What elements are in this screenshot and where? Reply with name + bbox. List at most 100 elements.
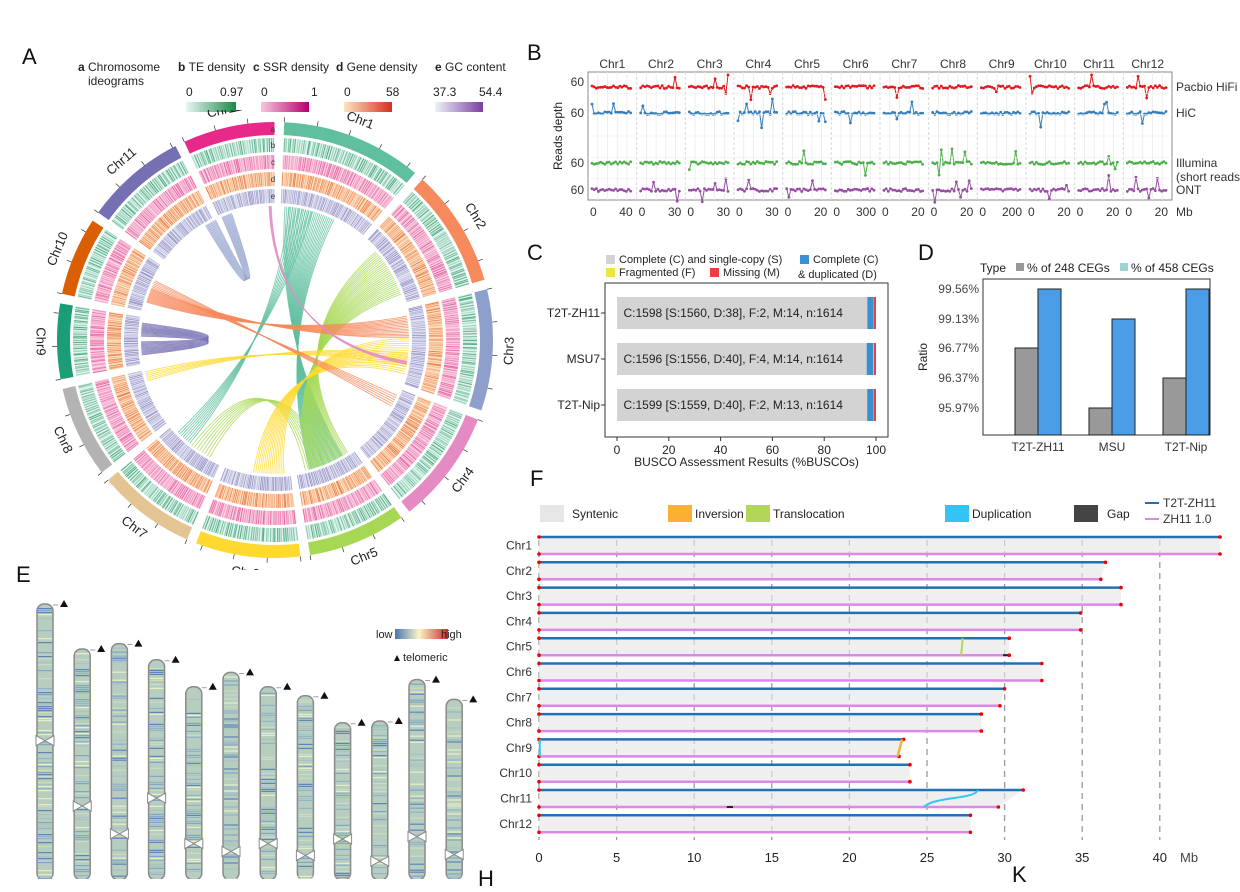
heat-band bbox=[150, 806, 164, 807]
heat-band bbox=[410, 872, 424, 873]
x-tick-label: 0 bbox=[882, 205, 889, 219]
heat-band bbox=[150, 730, 164, 731]
heat-band bbox=[75, 817, 89, 818]
tick-mark bbox=[445, 200, 449, 203]
heat-band bbox=[150, 698, 164, 699]
heat-band bbox=[410, 754, 424, 755]
heat-band bbox=[298, 722, 312, 723]
heat-band bbox=[112, 854, 126, 855]
chromosome-label: Chr8 bbox=[506, 716, 532, 730]
heat-band bbox=[150, 724, 164, 725]
x-tick-label: 0 bbox=[736, 205, 743, 219]
heat-band bbox=[447, 875, 461, 876]
heat-band bbox=[373, 825, 387, 826]
heat-band bbox=[75, 839, 89, 840]
x-tick-label: 35 bbox=[1075, 850, 1089, 865]
x-unit-label: Mb bbox=[1176, 205, 1193, 219]
heat-band bbox=[38, 704, 52, 705]
heat-band bbox=[75, 871, 89, 872]
track-stripe bbox=[73, 337, 87, 338]
heat-band bbox=[38, 852, 52, 853]
heat-band bbox=[261, 833, 275, 834]
heat-band bbox=[75, 707, 89, 708]
heat-band bbox=[373, 743, 387, 744]
heat-band bbox=[373, 765, 387, 766]
legend-label: Complete (C) bbox=[813, 254, 878, 266]
heat-band bbox=[261, 787, 275, 788]
legend-telomeric-label: telomeric bbox=[403, 652, 448, 664]
telomere-marker bbox=[537, 561, 541, 565]
heat-band bbox=[447, 735, 461, 736]
legend-track-key: c bbox=[253, 60, 263, 74]
heat-band bbox=[373, 791, 387, 792]
heat-band bbox=[336, 755, 350, 756]
facet-label: Chr3 bbox=[697, 57, 723, 71]
track-stripe bbox=[73, 342, 87, 343]
heat-band bbox=[75, 827, 89, 828]
legend-track-label: SSR density bbox=[263, 60, 329, 74]
heat-band bbox=[112, 724, 126, 725]
heat-band bbox=[336, 789, 350, 790]
heat-band bbox=[112, 740, 126, 741]
heat-band bbox=[373, 819, 387, 820]
heat-band bbox=[224, 710, 238, 711]
telomere-marker bbox=[537, 636, 541, 640]
heat-band bbox=[447, 759, 461, 760]
heat-band bbox=[410, 740, 424, 741]
heat-band bbox=[112, 770, 126, 771]
heat-band bbox=[298, 744, 312, 745]
x-tick-label: 30 bbox=[668, 205, 682, 219]
heat-band bbox=[336, 809, 350, 810]
syntenic-block bbox=[539, 537, 1220, 554]
legend-track-label2: ideograms bbox=[78, 74, 160, 88]
heat-band bbox=[38, 610, 52, 611]
heat-band bbox=[224, 788, 238, 789]
heat-band bbox=[187, 755, 201, 756]
x-tick-label: 0 bbox=[1028, 205, 1035, 219]
heat-band bbox=[112, 812, 126, 813]
heat-band bbox=[150, 712, 164, 713]
x-tick-label: 20 bbox=[1057, 205, 1071, 219]
heat-band bbox=[224, 772, 238, 773]
heat-band bbox=[187, 765, 201, 766]
syntenic-block bbox=[539, 588, 1121, 605]
heat-band bbox=[447, 813, 461, 814]
heat-band bbox=[410, 726, 424, 727]
syntenic-block bbox=[539, 714, 981, 731]
tick-mark bbox=[445, 477, 449, 480]
heat-band bbox=[298, 784, 312, 785]
heat-band bbox=[261, 729, 275, 730]
heat-band bbox=[187, 829, 201, 830]
heat-band bbox=[261, 695, 275, 696]
heat-band bbox=[75, 859, 89, 860]
facet-label: Chr8 bbox=[940, 57, 966, 71]
chromosome-12 bbox=[445, 699, 463, 879]
heat-band bbox=[447, 873, 461, 874]
heat-band bbox=[38, 870, 52, 871]
heat-band bbox=[410, 688, 424, 689]
legend-label: & duplicated (D) bbox=[798, 269, 877, 281]
chromosome-label: Chr3 bbox=[506, 589, 532, 603]
telomere-marker bbox=[1099, 578, 1103, 582]
heat-band bbox=[150, 828, 164, 829]
heat-band bbox=[447, 869, 461, 870]
heat-band bbox=[336, 871, 350, 872]
x-tick-label: 0 bbox=[833, 205, 840, 219]
heat-band bbox=[38, 772, 52, 773]
heat-band bbox=[410, 808, 424, 809]
heat-band bbox=[447, 727, 461, 728]
heat-band bbox=[75, 781, 89, 782]
x-tick-label: 0 bbox=[590, 205, 597, 219]
heat-band bbox=[112, 652, 126, 653]
heat-band bbox=[112, 710, 126, 711]
heat-band bbox=[447, 791, 461, 792]
legend-track-key: a bbox=[78, 60, 88, 74]
heat-band bbox=[298, 730, 312, 731]
heat-band bbox=[261, 721, 275, 722]
heat-band bbox=[224, 690, 238, 691]
heat-band bbox=[112, 662, 126, 663]
heat-band bbox=[410, 766, 424, 767]
chromosome-label: Chr12 bbox=[206, 110, 244, 121]
heat-band bbox=[373, 867, 387, 868]
heat-band bbox=[150, 742, 164, 743]
